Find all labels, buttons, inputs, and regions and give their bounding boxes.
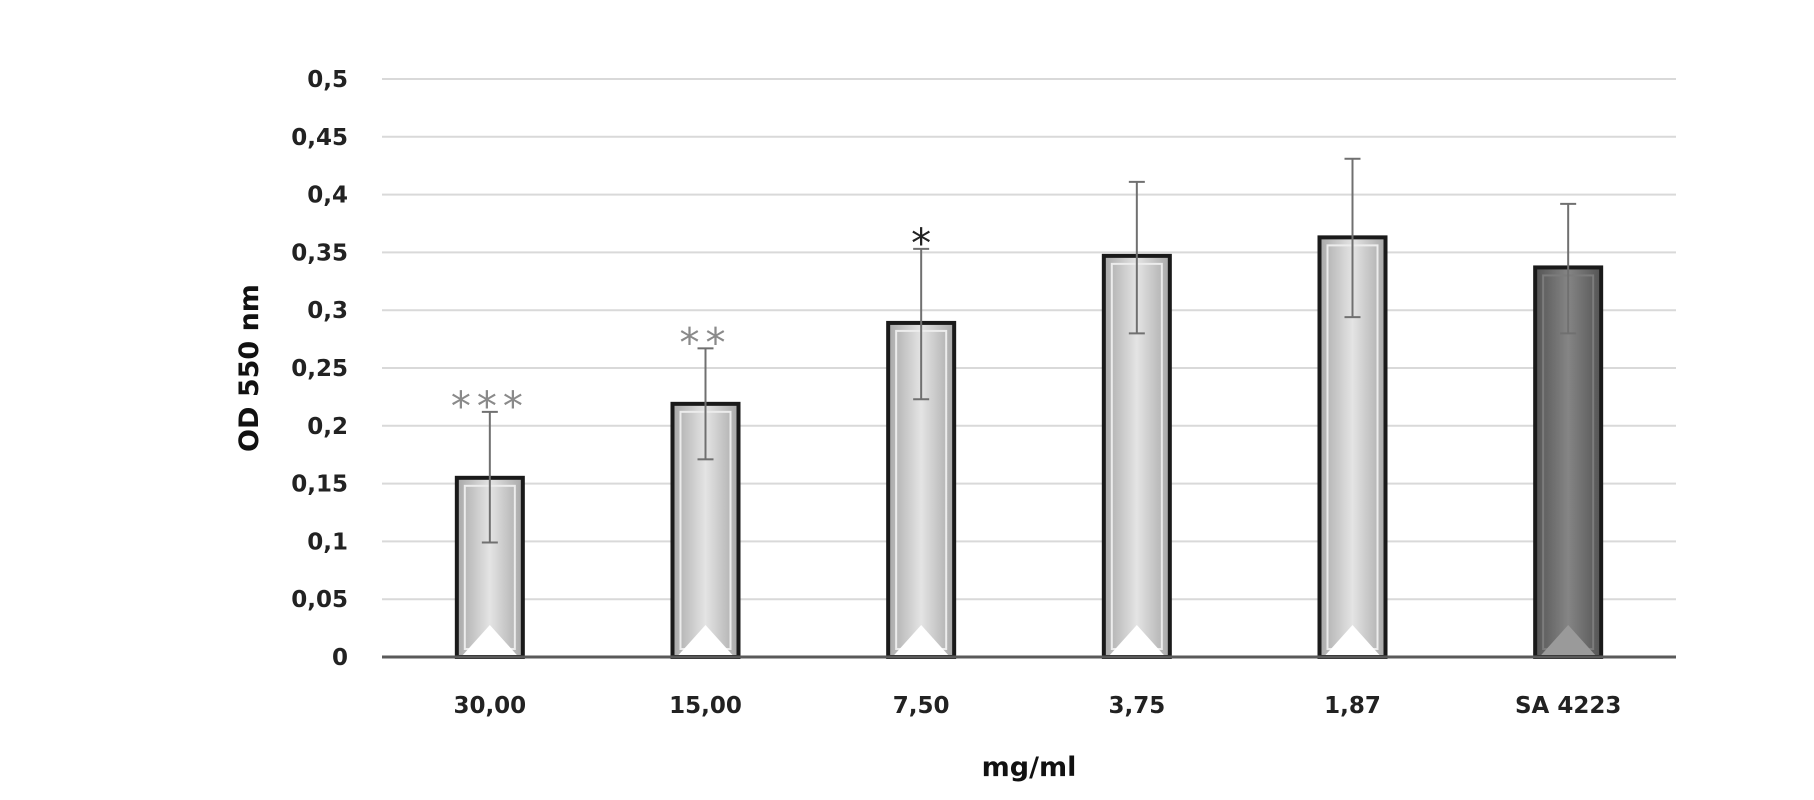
- bar-bottom-highlight: [1109, 625, 1164, 655]
- y-tick-label: 0,5: [307, 67, 348, 93]
- y-tick-label: 0,05: [291, 587, 348, 613]
- bar-bottom-highlight: [1541, 625, 1596, 655]
- bar-bottom-highlight: [1325, 625, 1380, 655]
- error-bar-1: [481, 410, 498, 544]
- x-axis-tick-labels: 30,00 15,00 7,50 3,75 1,87 SA 4223: [453, 693, 1621, 719]
- y-tick-label: 0: [332, 645, 348, 671]
- y-tick-label: 0,1: [307, 529, 348, 555]
- error-bar-5: [1344, 157, 1361, 319]
- y-tick-label: 0,2: [307, 414, 348, 440]
- significance-annotations: ******: [451, 221, 931, 430]
- x-tick-label: SA 4223: [1515, 693, 1621, 719]
- bars: [454, 235, 1604, 659]
- y-axis-tick-labels: 0 0,05 0,1 0,15 0,2 0,25 0,3 0,35 0,4 0,45 0,5: [291, 67, 348, 671]
- x-axis-title: mg/ml: [982, 752, 1077, 783]
- error-bars: [481, 157, 1577, 544]
- error-bar-6: [1560, 202, 1577, 335]
- x-tick-label: 30,00: [453, 693, 526, 719]
- x-tick-label: 7,50: [893, 693, 950, 719]
- x-tick-label: 3,75: [1108, 693, 1165, 719]
- significance-label: **: [680, 320, 732, 366]
- y-tick-label: 0,3: [307, 298, 348, 324]
- x-tick-label: 15,00: [669, 693, 742, 719]
- bar-bottom-highlight: [678, 625, 733, 655]
- y-axis-title: OD 550 nm: [234, 284, 265, 452]
- error-bar-2: [697, 347, 714, 461]
- y-tick-label: 0,35: [291, 240, 348, 266]
- bar-bottom-highlight: [894, 625, 949, 655]
- y-tick-label: 0,15: [291, 472, 348, 498]
- significance-label: *: [911, 221, 931, 267]
- y-tick-label: 0,45: [291, 125, 348, 151]
- x-tick-label: 1,87: [1324, 693, 1381, 719]
- gridlines: [382, 78, 1676, 601]
- error-bar-4: [1128, 180, 1145, 335]
- error-bar-3: [913, 247, 930, 401]
- significance-label: ***: [451, 384, 529, 430]
- bar-bottom-highlight: [462, 625, 517, 655]
- y-tick-label: 0,25: [291, 356, 348, 382]
- y-tick-label: 0,4: [307, 183, 348, 209]
